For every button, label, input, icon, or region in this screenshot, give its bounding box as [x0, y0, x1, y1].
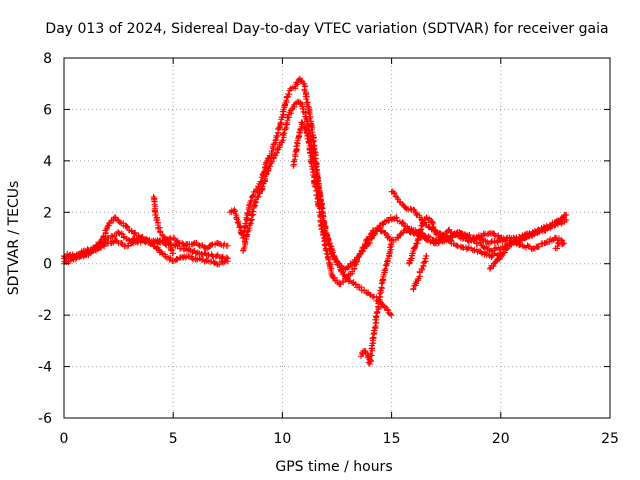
- series-trace-h: [358, 240, 395, 367]
- axis-ticks: [63, 57, 611, 419]
- plot-frame: [63, 57, 611, 419]
- x-tick-labels: 0 5 10 15 20 25: [60, 431, 619, 447]
- y-tick-labels: -6 -4 -2 0 2 4 6 8: [38, 51, 52, 427]
- y-tick-label: 6: [43, 102, 52, 118]
- series-trace-g: [290, 119, 570, 288]
- x-tick-label: 0: [60, 431, 69, 447]
- y-tick-label: 8: [43, 51, 52, 67]
- x-tick-label: 25: [601, 431, 619, 447]
- plus-markers: [406, 214, 565, 267]
- plus-markers: [552, 239, 568, 252]
- y-axis-label: SDTVAR / TECUs: [6, 181, 22, 296]
- plus-markers: [486, 214, 568, 272]
- plus-markers: [290, 119, 570, 288]
- x-tick-label: 15: [383, 431, 401, 447]
- x-tick-label: 5: [169, 431, 178, 447]
- chart-title: Day 013 of 2024, Sidereal Day-to-day VTE…: [45, 21, 608, 37]
- plus-markers: [358, 240, 395, 367]
- data-points: [61, 75, 570, 367]
- plus-markers: [410, 252, 430, 293]
- y-tick-label: -2: [38, 308, 52, 324]
- series-trace-d: [150, 193, 177, 257]
- x-tick-label: 10: [273, 431, 291, 447]
- y-tick-label: 0: [43, 257, 52, 273]
- y-tick-label: 2: [43, 205, 52, 221]
- series-trace-e: [227, 75, 395, 319]
- plus-markers: [150, 193, 177, 257]
- x-tick-label: 20: [492, 431, 510, 447]
- y-tick-label: 4: [43, 154, 52, 170]
- plus-markers: [227, 75, 395, 319]
- series-trace-k: [410, 252, 430, 293]
- series-trace-l: [486, 214, 568, 272]
- series-trace-m: [552, 239, 568, 252]
- series-trace-j: [406, 214, 565, 267]
- x-axis-label: GPS time / hours: [275, 459, 392, 475]
- y-tick-label: -4: [38, 360, 52, 376]
- y-tick-label: -6: [38, 411, 52, 427]
